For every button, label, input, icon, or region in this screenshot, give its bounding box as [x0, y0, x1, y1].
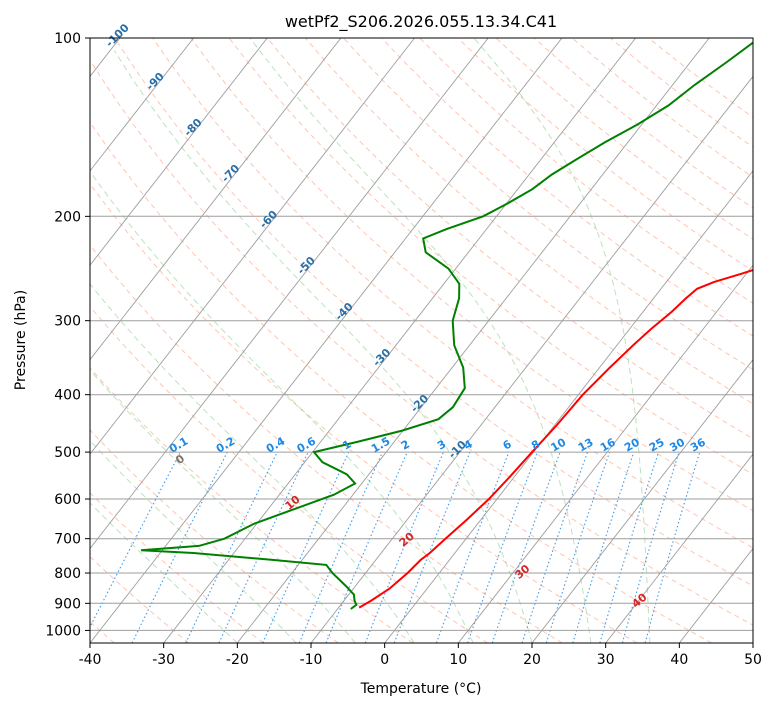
mixing-ratio-line: [621, 451, 680, 643]
x-axis-label: Temperature (°C): [360, 681, 482, 697]
isotherm-line: [531, 358, 753, 643]
y-tick-label: 200: [54, 209, 81, 225]
isotherm-line: [163, 38, 636, 643]
y-tick-label: 400: [54, 388, 81, 404]
isotherm-line: [90, 38, 563, 643]
x-tick-label: -20: [226, 652, 249, 668]
dry-adiabat: [90, 121, 712, 643]
dry-adiabat: [90, 429, 339, 643]
isotherm-line: [90, 38, 342, 361]
mixing-ratio-line: [599, 451, 660, 643]
x-tick-label: -10: [300, 652, 323, 668]
mixing-ratio-line: [572, 451, 635, 643]
mixing-ratio-line: [435, 451, 510, 643]
x-tick-label: -40: [79, 652, 102, 668]
mixing-ratio-line: [491, 451, 561, 643]
dry-adiabat: [228, 38, 753, 475]
dewpoint-line: [140, 41, 753, 610]
dry-adiabat: [90, 182, 638, 643]
axes: -40 -30 -20 -10 0 10 20 30 40 50 1000 900 800 700 600 5…: [45, 31, 762, 668]
x-tick-label: 30: [597, 652, 615, 668]
x-tick-label: 20: [523, 652, 541, 668]
y-tick-label: 800: [54, 566, 81, 582]
dry-adiabat: [304, 38, 753, 405]
y-tick-label: 700: [54, 532, 81, 548]
y-tick-label: 300: [54, 314, 81, 330]
mixing-ratio-line: [364, 451, 444, 643]
y-tick-label: 100: [54, 31, 81, 47]
x-tick-label: 40: [670, 652, 688, 668]
isotherm-line: [384, 170, 753, 643]
isotherm-line: [90, 38, 194, 172]
moist-adiabat: [90, 283, 415, 643]
mixing-ratio-line: [521, 451, 589, 643]
y-axis-label: Pressure (hPa): [13, 290, 29, 390]
isotherm-line: [236, 38, 710, 643]
dry-adiabat: [90, 305, 488, 643]
moist-adiabat: [473, 38, 651, 643]
isotherm-line: [90, 38, 268, 266]
x-tick-label: 50: [744, 652, 762, 668]
grid-lines: [90, 38, 753, 643]
y-tick-label: 600: [54, 492, 81, 508]
isotherm-line: [90, 38, 415, 455]
moist-adiabat: [113, 50, 533, 643]
dry-adiabat: [90, 59, 753, 626]
moist-adiabat: [90, 440, 297, 643]
moist-adiabat: [90, 502, 238, 643]
y-tick-label: 900: [54, 596, 81, 612]
dry-adiabat: [190, 38, 753, 512]
profiles: [140, 41, 753, 610]
moist-adiabat: [249, 38, 592, 643]
temperature-line: [358, 269, 753, 609]
mixing-ratio-line: [466, 451, 538, 643]
dry-adiabat: [152, 38, 753, 549]
mixing-ratio-line: [325, 451, 408, 643]
dry-adiabat: [419, 38, 753, 304]
x-tick-label: -30: [152, 652, 175, 668]
chart-title: wetPf2_S206.2026.055.13.34.C41: [285, 12, 557, 32]
plot-frame: [89, 37, 754, 644]
moist-adiabat: [90, 369, 356, 643]
isotherm-line: [310, 75, 753, 643]
y-tick-label: 500: [54, 445, 81, 461]
isotherm-line: [605, 453, 753, 643]
dry-adiabat: [90, 244, 563, 643]
dry-adiabat: [114, 38, 753, 587]
dry-adiabat: [90, 555, 190, 643]
mixing-ratio-line: [545, 451, 611, 643]
x-tick-label: 10: [449, 652, 467, 668]
isotherm-line: [457, 264, 753, 643]
isotherm-line: [90, 38, 489, 550]
mixing-ratio-line: [298, 451, 384, 643]
mixing-ratio-line: [262, 451, 350, 643]
dry-adiabat: [381, 38, 753, 337]
y-tick-label: 1000: [45, 623, 81, 639]
x-tick-label: 0: [380, 652, 389, 668]
